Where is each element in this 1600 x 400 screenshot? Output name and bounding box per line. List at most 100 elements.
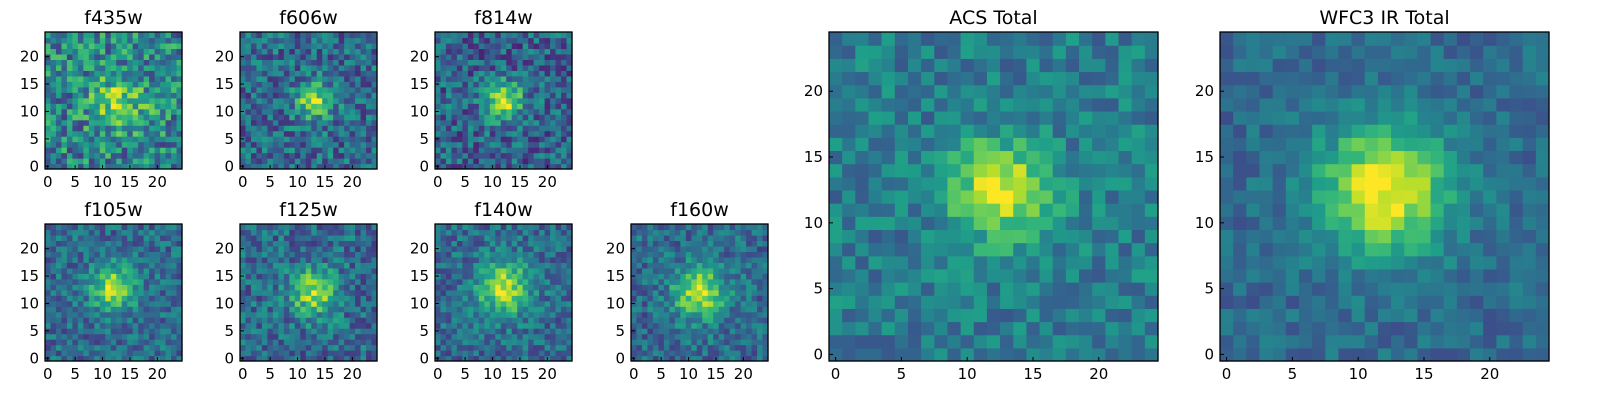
heatmap-cell bbox=[462, 267, 469, 274]
heatmap-cell bbox=[45, 317, 52, 324]
heatmap-cell bbox=[445, 42, 453, 50]
heatmap-cell bbox=[50, 92, 57, 99]
heatmap-cell bbox=[171, 273, 178, 280]
heatmap-cell bbox=[696, 317, 703, 324]
heatmap-cell bbox=[88, 278, 95, 285]
heatmap-cell bbox=[94, 245, 101, 252]
heatmap-cell bbox=[121, 234, 128, 242]
heatmap-cell bbox=[517, 350, 524, 357]
heatmap-cell bbox=[522, 81, 529, 88]
heatmap-cell bbox=[1105, 268, 1120, 283]
heatmap-cell bbox=[555, 240, 562, 247]
heatmap-cell bbox=[256, 240, 263, 247]
heatmap-cell bbox=[528, 311, 535, 318]
heatmap-cell bbox=[143, 108, 150, 115]
heatmap-cell bbox=[110, 119, 117, 126]
heatmap-cell bbox=[1144, 150, 1159, 165]
heatmap-cell bbox=[371, 317, 378, 324]
heatmap-cell bbox=[278, 70, 285, 77]
heatmap-cell bbox=[566, 322, 573, 329]
heatmap-cell bbox=[305, 103, 312, 110]
heatmap-cell bbox=[473, 64, 480, 71]
heatmap-cell bbox=[528, 108, 535, 115]
x-tick-label: 20 bbox=[538, 365, 557, 383]
heatmap-cell bbox=[256, 328, 263, 335]
heatmap-cell bbox=[143, 328, 150, 335]
heatmap-cell bbox=[550, 119, 557, 126]
heatmap-cell bbox=[685, 240, 692, 247]
heatmap-cell bbox=[947, 150, 962, 165]
heatmap-cell bbox=[261, 289, 268, 296]
heatmap-cell bbox=[445, 97, 453, 104]
heatmap-cell bbox=[707, 355, 714, 362]
heatmap-cell bbox=[355, 267, 362, 274]
heatmap-cell bbox=[143, 86, 150, 93]
heatmap-cell bbox=[522, 37, 529, 44]
heatmap-cell bbox=[311, 125, 318, 132]
heatmap-cell bbox=[344, 322, 351, 329]
heatmap-cell bbox=[105, 32, 112, 39]
heatmap-cell bbox=[947, 124, 962, 138]
heatmap-cell bbox=[355, 108, 362, 115]
heatmap-cell bbox=[121, 158, 128, 165]
heatmap-cell bbox=[435, 97, 442, 104]
heatmap-cell bbox=[707, 229, 714, 236]
heatmap-cell bbox=[751, 278, 758, 285]
heatmap-cell bbox=[289, 229, 296, 236]
heatmap-cell bbox=[289, 64, 296, 71]
heatmap-cell bbox=[517, 267, 524, 274]
heatmap-cell bbox=[55, 97, 63, 104]
heatmap-cell bbox=[116, 234, 123, 242]
heatmap-cell bbox=[478, 262, 485, 269]
heatmap-cell bbox=[94, 136, 101, 143]
heatmap-cell bbox=[77, 256, 84, 263]
heatmap-cell bbox=[349, 322, 356, 329]
heatmap-cell bbox=[66, 224, 73, 231]
heatmap-cell bbox=[1118, 163, 1133, 178]
heatmap-cell bbox=[539, 289, 546, 296]
heatmap-cell bbox=[641, 333, 649, 340]
heatmap-cell bbox=[88, 317, 95, 324]
heatmap-cell bbox=[522, 267, 529, 274]
heatmap-cell bbox=[636, 262, 643, 269]
heatmap-cell bbox=[327, 158, 334, 165]
heatmap-cell bbox=[500, 344, 507, 351]
heatmap-cell bbox=[256, 114, 263, 121]
heatmap-cell bbox=[740, 251, 747, 258]
heatmap-cell bbox=[855, 334, 870, 349]
heatmap-cell bbox=[322, 344, 329, 351]
heatmap-cell bbox=[283, 59, 290, 66]
heatmap-cell bbox=[445, 311, 453, 318]
x-tick-label: 20 bbox=[148, 173, 167, 191]
heatmap-cell bbox=[127, 311, 134, 318]
heatmap-cell bbox=[165, 251, 172, 258]
heatmap-cell bbox=[50, 70, 57, 77]
panel-title: f105w bbox=[84, 199, 143, 221]
heatmap-cell bbox=[121, 64, 128, 71]
heatmap-cell bbox=[333, 300, 340, 307]
heatmap-cell bbox=[88, 92, 95, 99]
heatmap-cell bbox=[305, 278, 312, 285]
heatmap-cell bbox=[338, 240, 345, 247]
heatmap-cell bbox=[366, 70, 373, 77]
heatmap-cell bbox=[729, 229, 736, 236]
heatmap-cell bbox=[366, 130, 373, 137]
heatmap-cell bbox=[88, 289, 95, 296]
heatmap-cell bbox=[724, 262, 731, 269]
heatmap-cell bbox=[283, 245, 290, 252]
heatmap-cell bbox=[456, 245, 463, 252]
heatmap-cell bbox=[451, 295, 458, 302]
heatmap-cell bbox=[544, 284, 551, 291]
heatmap-cell bbox=[322, 158, 329, 165]
heatmap-cell bbox=[250, 328, 258, 335]
heatmap-cells bbox=[829, 32, 1159, 362]
heatmap-cell bbox=[855, 124, 870, 138]
heatmap-cell bbox=[713, 344, 720, 351]
heatmap-cell bbox=[127, 97, 134, 104]
heatmap-cell bbox=[467, 289, 474, 296]
heatmap-cell bbox=[440, 130, 447, 137]
heatmap-cell bbox=[451, 152, 458, 159]
heatmap-cell bbox=[256, 245, 263, 252]
heatmap-cell bbox=[300, 295, 307, 302]
heatmap-cell bbox=[1000, 347, 1014, 362]
